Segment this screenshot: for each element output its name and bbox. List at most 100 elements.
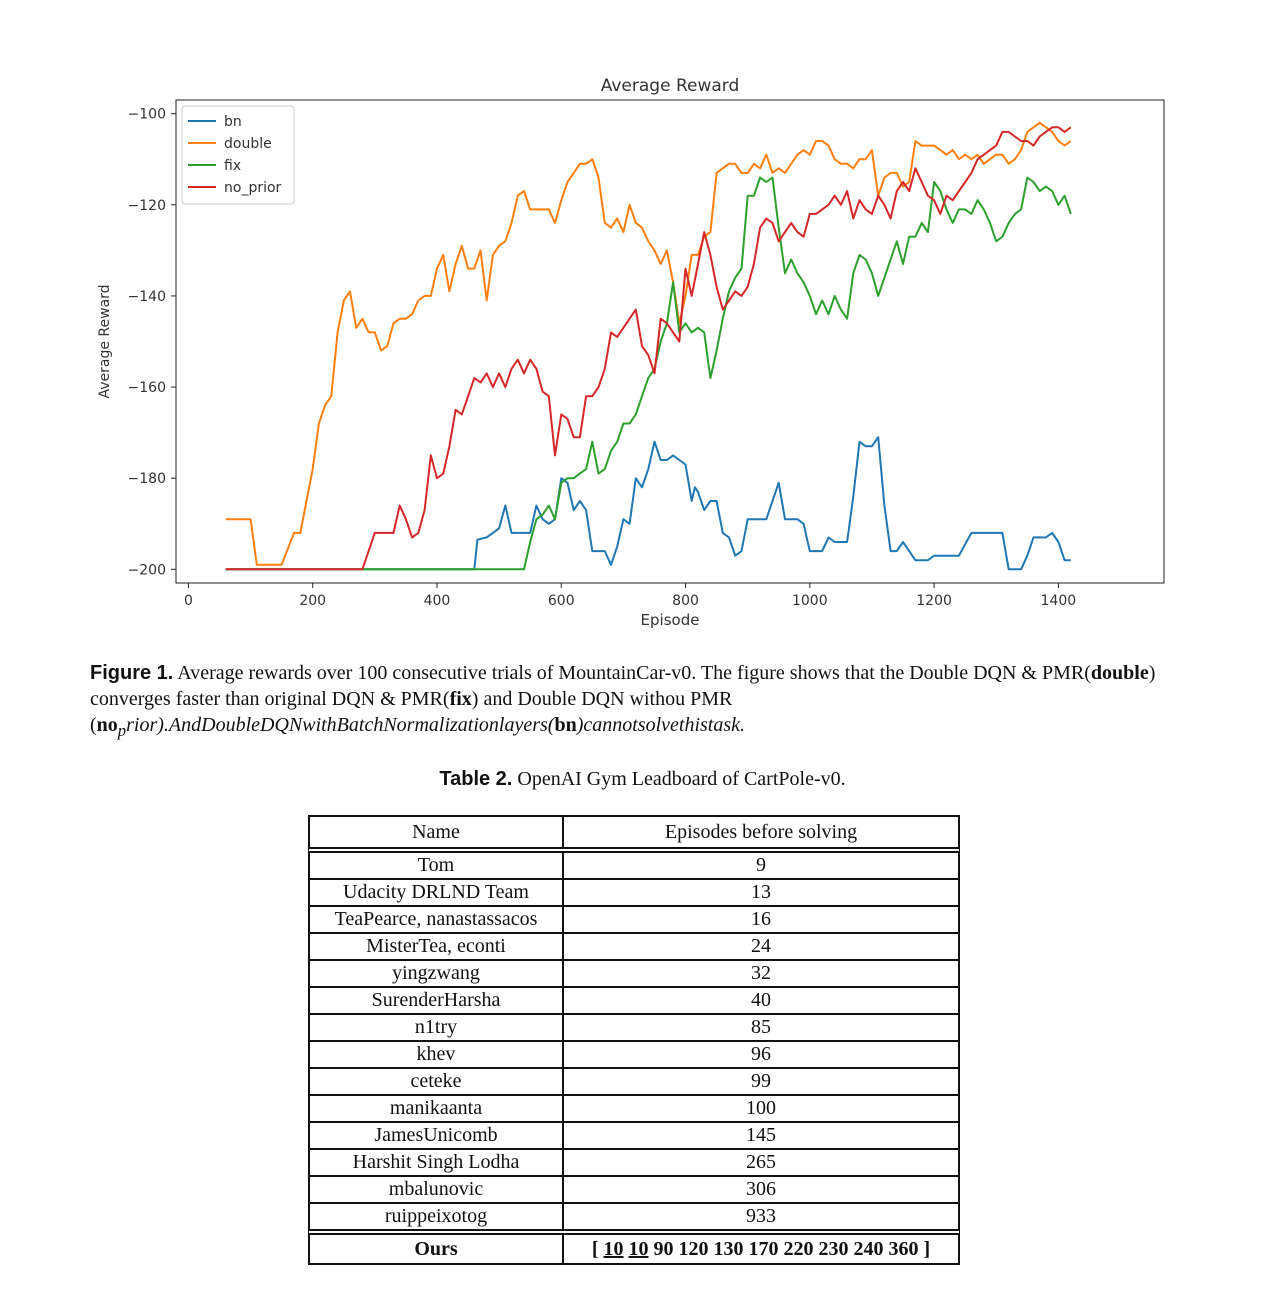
legend-label-bn: bn xyxy=(224,114,242,130)
row-name: TeaPearce, nanastassacos xyxy=(309,906,563,933)
row-episodes: 96 xyxy=(563,1041,959,1068)
leaderboard-table-wrapper: Name Episodes before solving Tom 9 Udacity… xyxy=(308,815,960,1265)
table-row: manikaanta 100 xyxy=(309,1095,959,1122)
y-tick-label: −120 xyxy=(128,198,166,214)
caption-italic-end: )cannotsolvethistask. xyxy=(576,714,746,736)
y-tick-label: −140 xyxy=(128,289,166,305)
caption-text-3: ) and Double DQN withou PMR ( xyxy=(90,688,733,736)
x-tick-label: 400 xyxy=(424,593,451,609)
reward-line-chart: Average Reward Episode Average Reward 0 200 4… xyxy=(97,76,1165,629)
ours-name: Ours xyxy=(309,1234,563,1264)
x-tick-label: 800 xyxy=(672,593,699,609)
chart-title: Average Reward xyxy=(601,76,740,96)
table-row: Tom 9 xyxy=(309,852,959,879)
table-row: MisterTea, econti 24 xyxy=(309,933,959,960)
row-episodes: 16 xyxy=(563,906,959,933)
row-name: Udacity DRLND Team xyxy=(309,879,563,906)
ours-underlined-1: 10 xyxy=(603,1238,624,1260)
row-episodes: 100 xyxy=(563,1095,959,1122)
x-tick-label: 1400 xyxy=(1041,593,1077,609)
row-name: Harshit Singh Lodha xyxy=(309,1149,563,1176)
row-episodes: 99 xyxy=(563,1068,959,1095)
table-title: Table 2. OpenAI Gym Leadboard of CartPol… xyxy=(0,766,1285,792)
caption-bold-double: double xyxy=(1090,662,1149,684)
caption-bold-bn: bn xyxy=(554,714,577,736)
header-episodes: Episodes before solving xyxy=(563,816,959,848)
table-title-text: OpenAI Gym Leadboard of CartPole-v0. xyxy=(512,768,846,790)
x-tick-label: 200 xyxy=(299,593,326,609)
table-label: Table 2. xyxy=(439,768,513,790)
row-name: JamesUnicomb xyxy=(309,1122,563,1149)
row-episodes: 9 xyxy=(563,852,959,879)
caption-bold-fix: fix xyxy=(449,688,472,710)
ours-episodes: [ 10 10 90 120 130 170 220 230 240 360 ] xyxy=(563,1234,959,1264)
x-tick-label: 1200 xyxy=(916,593,952,609)
figure-caption: Figure 1. Average rewards over 100 conse… xyxy=(90,660,1200,744)
row-episodes: 306 xyxy=(563,1176,959,1203)
x-axis-label: Episode xyxy=(641,611,700,629)
plot-frame xyxy=(175,99,1165,584)
row-episodes: 145 xyxy=(563,1122,959,1149)
row-name: MisterTea, econti xyxy=(309,933,563,960)
row-episodes: 13 xyxy=(563,879,959,906)
caption-text-2: ) converges faster than original DQN & P… xyxy=(90,662,1156,710)
row-name: mbalunovic xyxy=(309,1176,563,1203)
x-tick-label: 600 xyxy=(548,593,575,609)
caption-text-1: Average rewards over 100 consecutive tri… xyxy=(173,662,1091,684)
row-episodes: 40 xyxy=(563,987,959,1014)
row-name: Tom xyxy=(309,852,563,879)
table-row: ruippeixotog 933 xyxy=(309,1203,959,1230)
row-name: ceteke xyxy=(309,1068,563,1095)
reward-figure: Average Reward Episode Average Reward 0 200 4… xyxy=(90,68,1190,638)
table-row: n1try 85 xyxy=(309,1014,959,1041)
table-row: JamesUnicomb 145 xyxy=(309,1122,959,1149)
caption-italic-rest: rior).AndDoubleDQNwithBatchNormalization… xyxy=(126,714,555,736)
row-name: khev xyxy=(309,1041,563,1068)
legend-box xyxy=(181,105,295,205)
legend-label-double: double xyxy=(224,136,272,152)
row-name: n1try xyxy=(309,1014,563,1041)
row-episodes: 24 xyxy=(563,933,959,960)
table-row: TeaPearce, nanastassacos 16 xyxy=(309,906,959,933)
ours-open: [ xyxy=(591,1238,604,1260)
row-episodes: 265 xyxy=(563,1149,959,1176)
row-episodes: 32 xyxy=(563,960,959,987)
series-line-bn xyxy=(225,436,1071,571)
series-line-double xyxy=(225,121,1072,566)
ours-separator xyxy=(309,1230,959,1234)
table-row: Udacity DRLND Team 13 xyxy=(309,879,959,906)
caption-sub-p: p xyxy=(117,721,127,740)
row-name: yingzwang xyxy=(309,960,563,987)
row-episodes: 85 xyxy=(563,1014,959,1041)
leaderboard-table: Name Episodes before solving Tom 9 Udacity… xyxy=(308,815,960,1265)
row-name: SurenderHarsha xyxy=(309,987,563,1014)
y-tick-label: −100 xyxy=(128,107,166,123)
table-row: Harshit Singh Lodha 265 xyxy=(309,1149,959,1176)
row-name: ruippeixotog xyxy=(309,1203,563,1230)
y-tick-label: −200 xyxy=(128,562,166,578)
table-row: SurenderHarsha 40 xyxy=(309,987,959,1014)
table-row: khev 96 xyxy=(309,1041,959,1068)
table-header-row: Name Episodes before solving xyxy=(309,816,959,848)
row-name: manikaanta xyxy=(309,1095,563,1122)
series-line-no-prior xyxy=(225,126,1072,571)
row-episodes: 933 xyxy=(563,1203,959,1230)
caption-bold-no: no xyxy=(96,714,118,736)
y-tick-label: −180 xyxy=(128,471,166,487)
ours-underlined-2: 10 xyxy=(628,1238,649,1260)
x-tick-label: 0 xyxy=(184,593,193,609)
legend-label-fix: fix xyxy=(224,158,241,174)
header-separator xyxy=(309,848,959,852)
ours-rest: 90 120 130 170 220 230 240 360 ] xyxy=(648,1238,931,1260)
ours-row: Ours[ 10 10 90 120 130 170 220 230 240 3… xyxy=(309,1234,959,1264)
header-name: Name xyxy=(309,816,563,848)
series-line-fix xyxy=(225,176,1072,571)
table-row: ceteke 99 xyxy=(309,1068,959,1095)
y-axis-label: Average Reward xyxy=(97,284,113,398)
legend-label-no-prior: no_prior xyxy=(224,180,282,196)
table-row: mbalunovic 306 xyxy=(309,1176,959,1203)
x-tick-label: 1000 xyxy=(792,593,828,609)
y-tick-label: −160 xyxy=(128,380,166,396)
table-row: yingzwang 32 xyxy=(309,960,959,987)
figure-label: Figure 1. xyxy=(90,662,174,684)
